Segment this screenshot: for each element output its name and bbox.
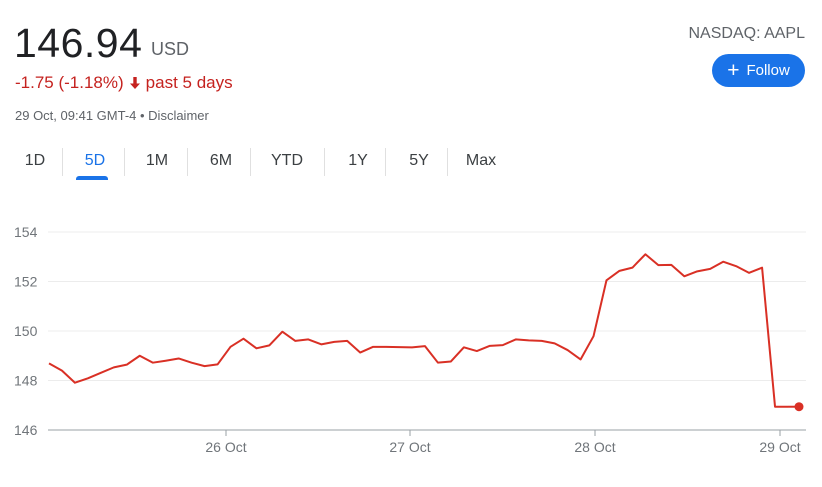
x-tick-label: 28 Oct	[574, 439, 615, 455]
tab-divider	[447, 148, 448, 176]
tab-5y[interactable]: 5Y	[409, 152, 429, 169]
y-tick-label: 148	[14, 373, 38, 389]
y-tick-label: 146	[14, 422, 38, 438]
tab-1y[interactable]: 1Y	[348, 152, 368, 169]
tab-divider	[385, 148, 386, 176]
current-price-dot	[794, 402, 804, 412]
x-tick-label: 29 Oct	[759, 439, 800, 455]
tab-divider	[324, 148, 325, 176]
change-period: past 5 days	[145, 73, 233, 92]
y-tick-label: 154	[14, 224, 38, 240]
tab-ytd[interactable]: YTD	[271, 152, 303, 169]
tab-6m[interactable]: 6M	[209, 152, 233, 169]
y-tick-label: 152	[14, 274, 38, 290]
arrow-down-icon	[129, 77, 140, 89]
x-tick-label: 27 Oct	[389, 439, 430, 455]
follow-label: Follow	[746, 62, 790, 79]
price-change: -1.75 (-1.18%) past 5 days	[15, 73, 233, 93]
x-tick-label: 26 Oct	[205, 439, 246, 455]
current-price: 146.94	[14, 20, 143, 66]
y-tick-label: 150	[14, 323, 38, 339]
change-value: -1.75 (-1.18%)	[15, 73, 124, 92]
active-tab-indicator	[76, 176, 108, 180]
follow-button[interactable]: + Follow	[712, 54, 805, 87]
timestamp: 29 Oct, 09:41 GMT-4 • Disclaimer	[15, 108, 209, 123]
currency-label: USD	[151, 39, 190, 59]
tab-1d[interactable]: 1D	[24, 152, 46, 169]
tab-5d[interactable]: 5D	[84, 152, 106, 169]
price-line	[48, 253, 788, 408]
tab-1m[interactable]: 1M	[145, 152, 169, 169]
tab-divider	[62, 148, 63, 176]
ticker-symbol: NASDAQ: AAPL	[688, 25, 806, 42]
tab-divider	[250, 148, 251, 176]
plus-icon: +	[727, 59, 740, 82]
tab-divider	[187, 148, 188, 176]
area-fill	[49, 254, 788, 430]
tab-max[interactable]: Max	[465, 152, 497, 169]
tab-divider	[124, 148, 125, 176]
